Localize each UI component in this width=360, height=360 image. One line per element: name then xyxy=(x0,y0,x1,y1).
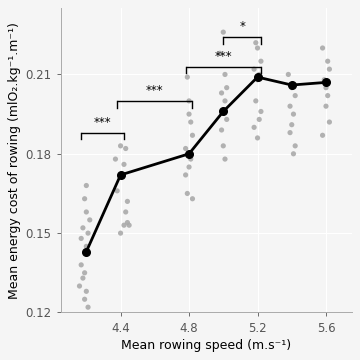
Point xyxy=(121,162,127,167)
Point xyxy=(126,222,132,228)
Point xyxy=(292,93,298,99)
Point xyxy=(113,156,118,162)
Point xyxy=(220,29,226,35)
Point xyxy=(82,196,87,202)
Point xyxy=(292,143,298,149)
Point xyxy=(255,77,260,82)
Point xyxy=(87,217,93,223)
Point xyxy=(255,45,260,51)
Point xyxy=(222,156,228,162)
Point xyxy=(220,143,226,149)
Point xyxy=(285,72,291,77)
Point xyxy=(224,117,230,122)
Point xyxy=(251,66,257,72)
Point xyxy=(320,132,325,138)
Point xyxy=(219,90,224,96)
Point xyxy=(85,304,91,310)
Point xyxy=(77,283,82,289)
Point xyxy=(186,111,192,117)
Point xyxy=(190,132,195,138)
Point xyxy=(219,127,224,133)
Text: ***: *** xyxy=(215,50,232,63)
Point xyxy=(325,93,330,99)
Point xyxy=(183,146,189,152)
Point xyxy=(256,117,262,122)
Point xyxy=(80,225,86,231)
Point xyxy=(80,275,86,281)
Point xyxy=(183,172,189,178)
Point xyxy=(84,183,89,188)
Point xyxy=(82,296,87,302)
Point xyxy=(289,122,294,127)
Point xyxy=(323,85,329,91)
Point xyxy=(291,111,296,117)
Point xyxy=(253,98,259,104)
Point xyxy=(287,130,293,135)
Point xyxy=(85,230,91,236)
Point xyxy=(82,270,87,276)
Point xyxy=(287,103,293,109)
Point xyxy=(188,156,194,162)
Point xyxy=(289,85,294,91)
Text: ***: *** xyxy=(146,84,163,97)
Point xyxy=(120,172,125,178)
Point xyxy=(118,230,123,236)
Point xyxy=(84,243,89,249)
Point xyxy=(224,85,230,91)
Point xyxy=(291,151,296,157)
Point xyxy=(184,74,190,80)
Point xyxy=(123,146,129,152)
Point xyxy=(186,98,192,104)
Point xyxy=(258,109,264,114)
Point xyxy=(258,58,264,64)
Point xyxy=(78,262,84,268)
Point xyxy=(118,143,123,149)
Point xyxy=(320,45,325,51)
Point xyxy=(325,58,330,64)
Point xyxy=(255,135,260,141)
Point xyxy=(125,198,130,204)
Point xyxy=(251,125,257,130)
Point xyxy=(114,188,120,194)
Point xyxy=(121,222,127,228)
Point xyxy=(323,103,329,109)
Point xyxy=(184,190,190,196)
Text: *: * xyxy=(239,21,245,33)
Y-axis label: Mean energy cost of rowing (mlO₂.kg⁻¹.m⁻¹): Mean energy cost of rowing (mlO₂.kg⁻¹.m⁻… xyxy=(8,22,21,299)
Point xyxy=(84,209,89,215)
Point xyxy=(123,209,129,215)
Point xyxy=(327,66,332,72)
Point xyxy=(220,109,226,114)
Point xyxy=(253,40,259,46)
Point xyxy=(222,72,228,77)
Point xyxy=(186,164,192,170)
Point xyxy=(190,196,195,202)
Point xyxy=(256,72,262,77)
Point xyxy=(188,119,194,125)
Point xyxy=(222,98,228,104)
Point xyxy=(217,50,223,56)
Point xyxy=(78,235,84,241)
Text: ***: *** xyxy=(94,116,111,129)
Point xyxy=(84,288,89,294)
Point xyxy=(327,119,332,125)
Point xyxy=(321,77,327,82)
Point xyxy=(125,220,130,225)
X-axis label: Mean rowing speed (m.s⁻¹): Mean rowing speed (m.s⁻¹) xyxy=(121,339,291,352)
